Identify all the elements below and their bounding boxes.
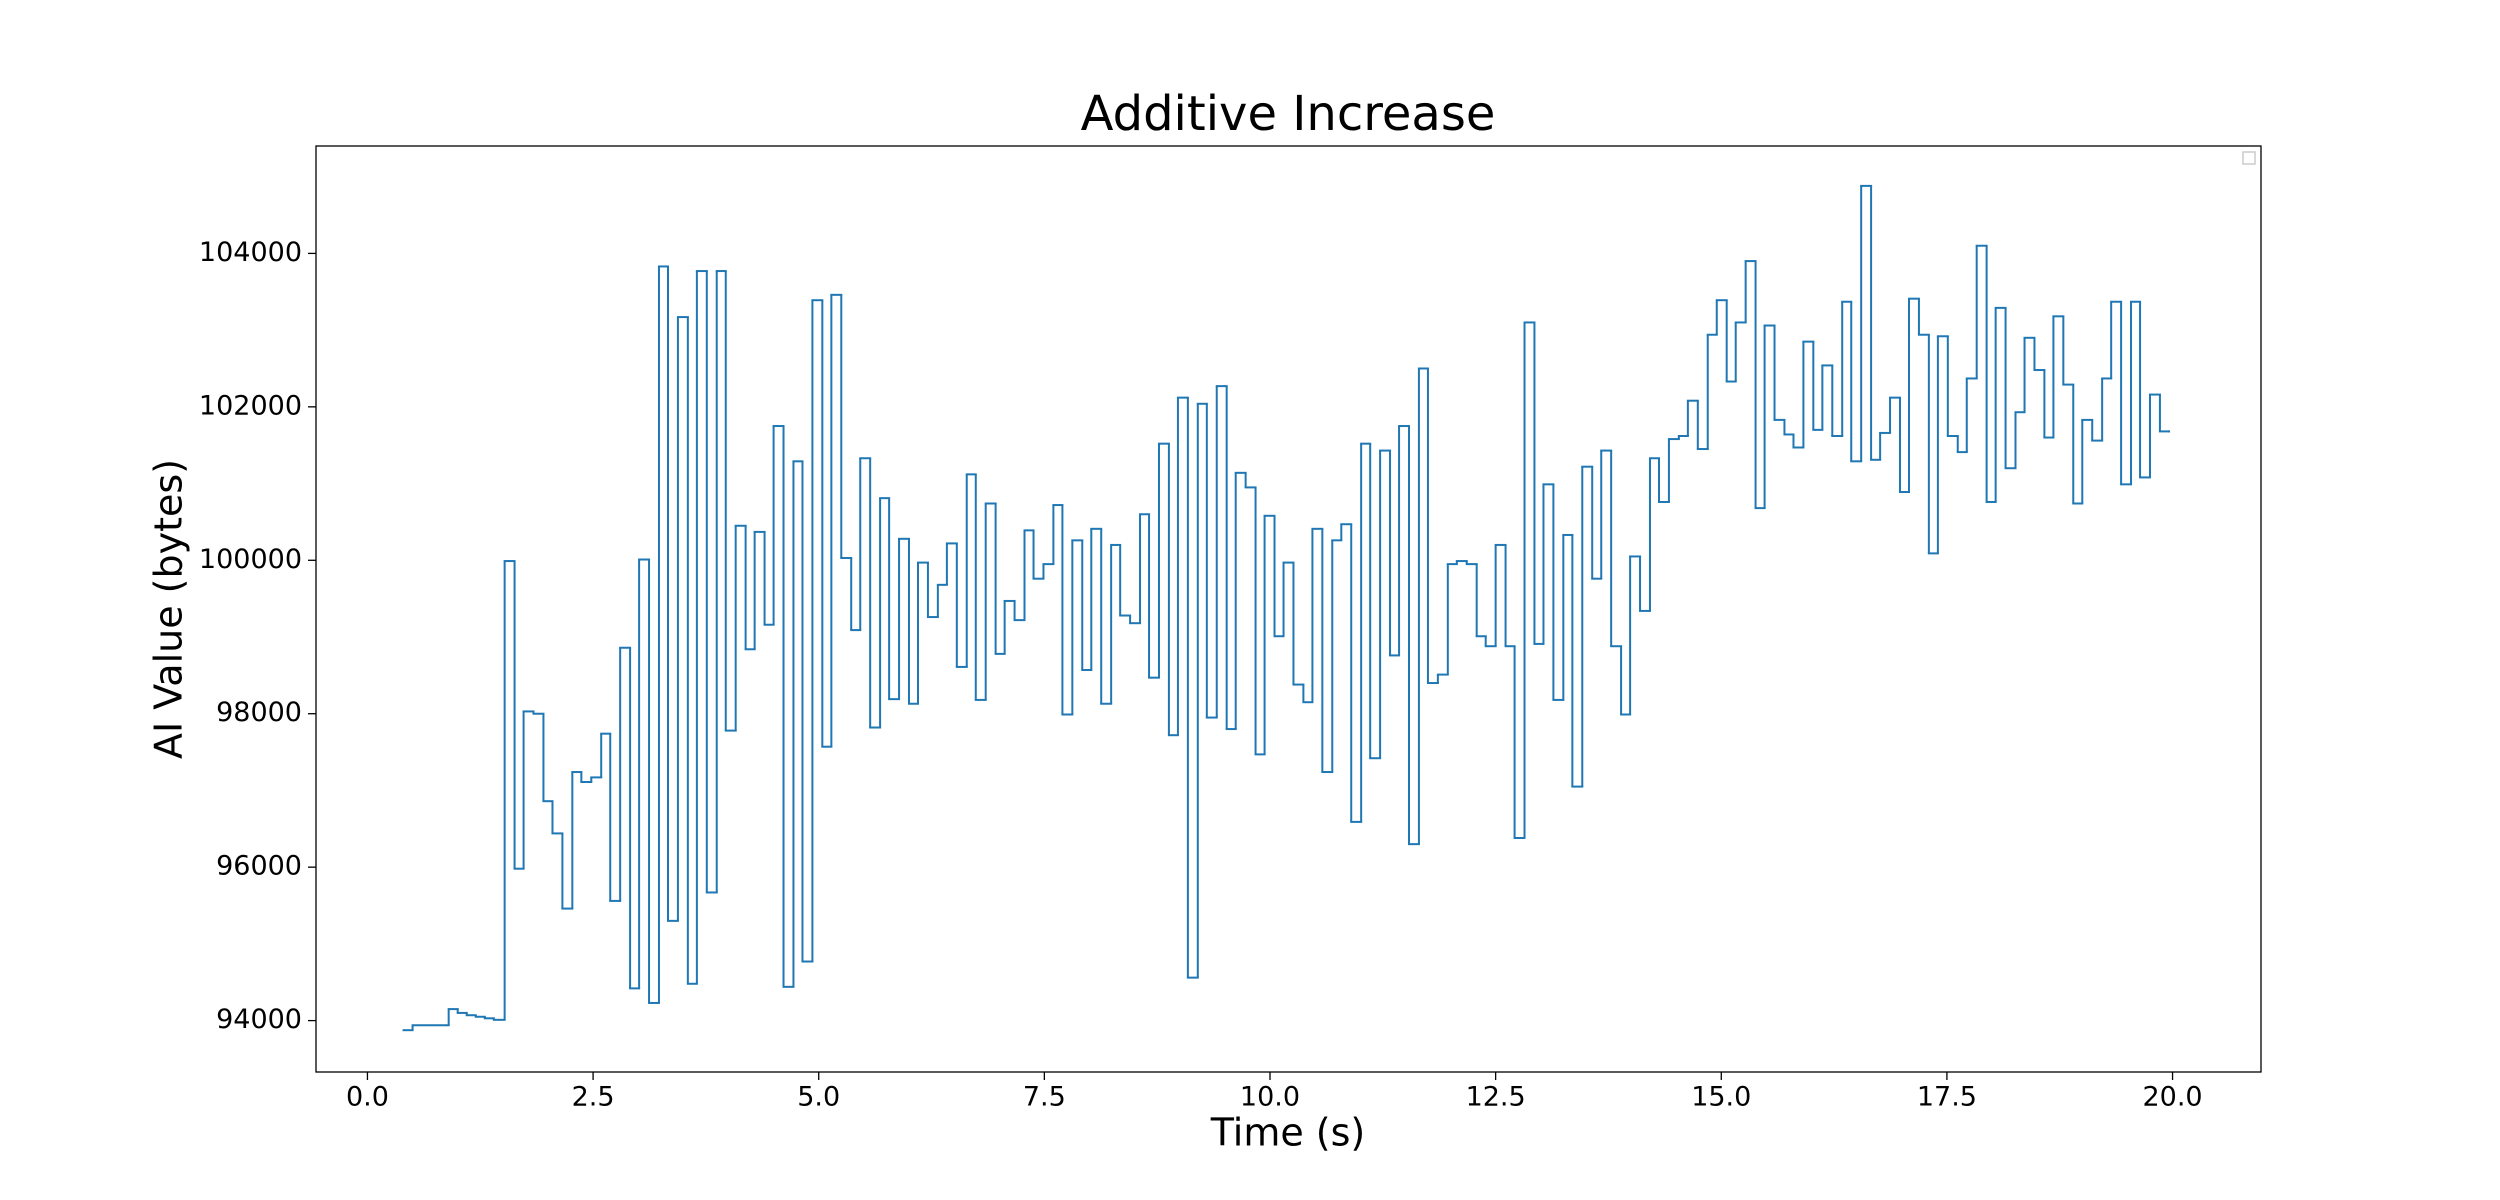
y-tick-label: 102000 xyxy=(199,390,302,421)
x-tick-label: 7.5 xyxy=(1023,1082,1066,1113)
y-tick-label: 98000 xyxy=(216,697,302,728)
y-tick-label: 100000 xyxy=(199,544,302,575)
x-tick-label: 15.0 xyxy=(1691,1082,1751,1113)
y-tick-label: 104000 xyxy=(199,237,302,268)
x-axis-label: Time (s) xyxy=(1210,1111,1366,1155)
x-tick-label: 0.0 xyxy=(346,1082,389,1113)
y-tick-label: 94000 xyxy=(216,1004,302,1035)
plot-frame xyxy=(315,145,2262,1073)
x-tick-label: 5.0 xyxy=(797,1082,840,1113)
x-tick-label: 17.5 xyxy=(1917,1082,1977,1113)
x-tick-label: 10.0 xyxy=(1240,1082,1300,1113)
y-tick-label: 96000 xyxy=(216,851,302,882)
x-tick-label: 2.5 xyxy=(572,1082,615,1113)
legend-box xyxy=(2242,151,2256,165)
x-tick-label: 12.5 xyxy=(1466,1082,1526,1113)
y-axis-label: AI Value (bytes) xyxy=(147,459,191,759)
chart-title: Additive Increase xyxy=(1081,86,1496,142)
x-tick-label: 20.0 xyxy=(2142,1082,2202,1113)
